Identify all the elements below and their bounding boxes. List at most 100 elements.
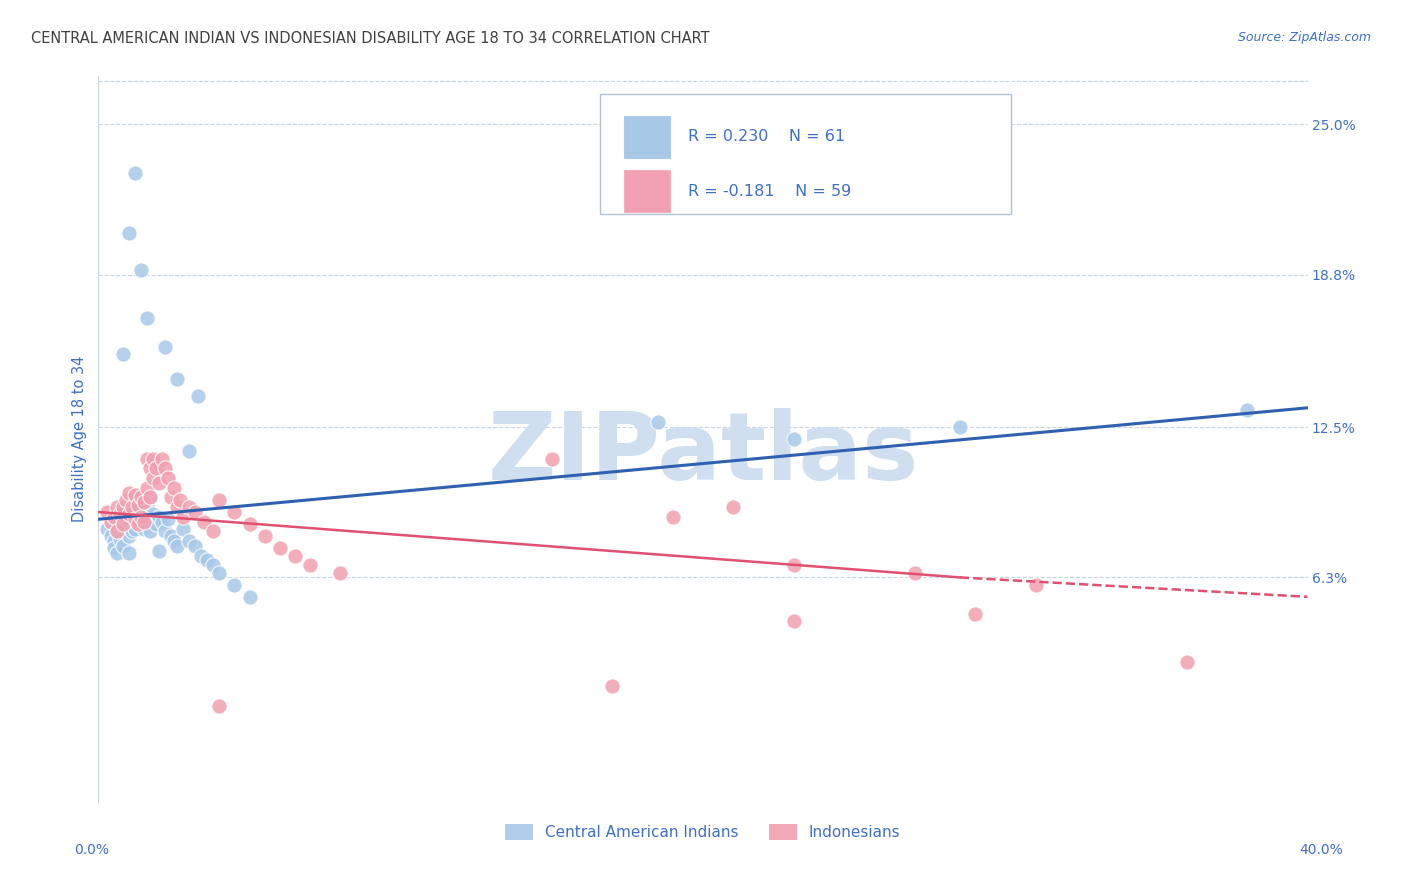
Central American Indians (135, 498, 157, 512)
Indonesians (299, 558, 322, 573)
Indonesians (132, 495, 155, 509)
Legend: Central American Indians, Indonesians: Central American Indians, Indonesians (499, 818, 907, 846)
Central American Indians (153, 340, 176, 354)
Indonesians (166, 500, 188, 515)
FancyBboxPatch shape (600, 94, 1011, 214)
Indonesians (124, 512, 146, 526)
Central American Indians (949, 420, 972, 434)
Indonesians (129, 509, 152, 524)
Indonesians (111, 517, 134, 532)
Central American Indians (179, 534, 201, 549)
Indonesians (118, 485, 141, 500)
Central American Indians (111, 509, 134, 524)
Central American Indians (124, 502, 146, 516)
Indonesians (224, 505, 246, 519)
Central American Indians (172, 522, 194, 536)
Central American Indians (132, 522, 155, 536)
Indonesians (105, 500, 128, 515)
Indonesians (1175, 655, 1198, 669)
Indonesians (329, 566, 352, 580)
Central American Indians (150, 515, 173, 529)
Indonesians (100, 515, 122, 529)
Central American Indians (156, 512, 179, 526)
Indonesians (148, 475, 170, 490)
Central American Indians (118, 227, 141, 241)
Central American Indians (103, 541, 125, 556)
Central American Indians (139, 491, 162, 505)
Central American Indians (124, 166, 146, 180)
Indonesians (96, 505, 118, 519)
Indonesians (129, 491, 152, 505)
Central American Indians (1236, 403, 1258, 417)
Indonesians (139, 491, 162, 505)
Indonesians (124, 488, 146, 502)
Central American Indians (118, 529, 141, 543)
Central American Indians (179, 444, 201, 458)
Indonesians (602, 680, 624, 694)
Central American Indians (108, 532, 131, 546)
Central American Indians (160, 529, 183, 543)
Central American Indians (121, 509, 143, 524)
Central American Indians (111, 347, 134, 361)
Central American Indians (129, 515, 152, 529)
FancyBboxPatch shape (624, 116, 671, 158)
Indonesians (783, 614, 806, 628)
Text: R = 0.230    N = 61: R = 0.230 N = 61 (689, 129, 845, 145)
Indonesians (208, 698, 231, 713)
Indonesians (179, 500, 201, 515)
Central American Indians (647, 415, 669, 429)
Central American Indians (153, 524, 176, 539)
Indonesians (184, 505, 207, 519)
FancyBboxPatch shape (624, 170, 671, 212)
Indonesians (142, 471, 165, 485)
Indonesians (904, 566, 927, 580)
Indonesians (160, 491, 183, 505)
Indonesians (169, 492, 191, 507)
Central American Indians (129, 495, 152, 509)
Central American Indians (148, 543, 170, 558)
Indonesians (118, 508, 141, 522)
Central American Indians (190, 549, 212, 563)
Indonesians (269, 541, 291, 556)
Central American Indians (127, 515, 149, 529)
Central American Indians (148, 509, 170, 524)
Central American Indians (145, 517, 167, 532)
Indonesians (284, 549, 307, 563)
Central American Indians (124, 522, 146, 536)
Indonesians (163, 481, 186, 495)
Central American Indians (103, 534, 125, 549)
Central American Indians (783, 433, 806, 447)
Text: 0.0%: 0.0% (75, 843, 108, 857)
Indonesians (783, 558, 806, 573)
Central American Indians (166, 539, 188, 553)
Central American Indians (184, 539, 207, 553)
Central American Indians (127, 505, 149, 519)
Central American Indians (208, 566, 231, 580)
Central American Indians (195, 553, 218, 567)
Indonesians (150, 451, 173, 466)
Indonesians (202, 524, 225, 539)
Indonesians (156, 471, 179, 485)
Indonesians (153, 461, 176, 475)
Indonesians (127, 498, 149, 512)
Indonesians (208, 492, 231, 507)
Indonesians (193, 515, 215, 529)
Indonesians (135, 481, 157, 495)
Indonesians (114, 492, 136, 507)
Indonesians (105, 524, 128, 539)
Central American Indians (202, 558, 225, 573)
Indonesians (145, 461, 167, 475)
Central American Indians (135, 512, 157, 526)
Indonesians (139, 461, 162, 475)
Central American Indians (111, 539, 134, 553)
Indonesians (111, 500, 134, 515)
Indonesians (1024, 578, 1046, 592)
Indonesians (108, 508, 131, 522)
Central American Indians (105, 546, 128, 560)
Indonesians (121, 500, 143, 515)
Indonesians (661, 509, 683, 524)
Central American Indians (139, 524, 162, 539)
Indonesians (127, 517, 149, 532)
Indonesians (965, 607, 987, 621)
Text: CENTRAL AMERICAN INDIAN VS INDONESIAN DISABILITY AGE 18 TO 34 CORRELATION CHART: CENTRAL AMERICAN INDIAN VS INDONESIAN DI… (31, 31, 710, 46)
